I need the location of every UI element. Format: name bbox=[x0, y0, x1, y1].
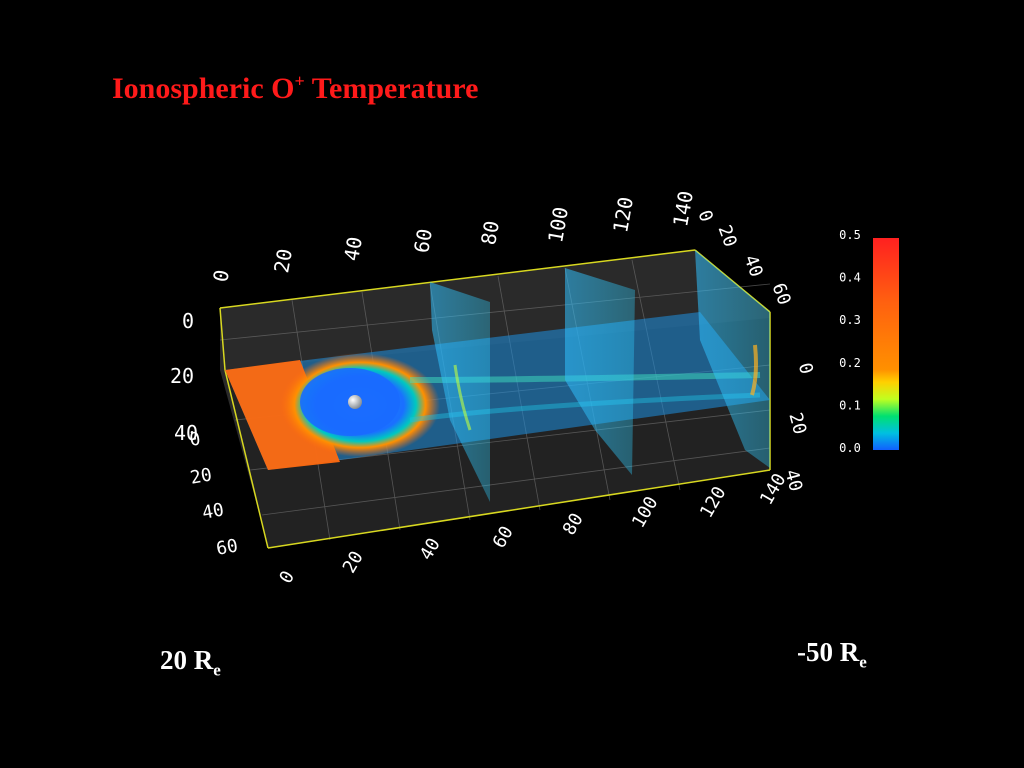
slice-2 bbox=[565, 268, 635, 475]
x-bottom-tick: 0 bbox=[275, 567, 299, 587]
x-top-tick: 140 bbox=[668, 189, 698, 229]
x-bottom-tick: 80 bbox=[559, 510, 588, 539]
right-side-tick: 20 bbox=[784, 410, 810, 436]
distance-label-left: 20 Re bbox=[160, 645, 221, 680]
x-top-tick: 40 bbox=[339, 235, 367, 263]
right-top-tick: 60 bbox=[768, 280, 795, 308]
y-left-lower-tick: 20 bbox=[189, 464, 214, 488]
right-top-tick: 0 bbox=[693, 207, 716, 224]
colorbar bbox=[873, 238, 899, 450]
colorbar-tick: 0.2 bbox=[839, 356, 861, 370]
x-bottom-tick: 40 bbox=[416, 535, 445, 564]
colorbar-ticks: 0.5 0.4 0.3 0.2 0.1 0.0 bbox=[839, 228, 861, 455]
earth-sphere bbox=[348, 395, 362, 409]
x-top-tick: 60 bbox=[409, 227, 437, 255]
x-top-tick: 20 bbox=[269, 247, 297, 275]
distance-label-right: -50 Re bbox=[797, 637, 867, 672]
y-left-tick: 0 bbox=[182, 309, 194, 333]
right-side-tick: 0 bbox=[794, 361, 817, 377]
y-left-tick: 20 bbox=[170, 364, 194, 388]
right-top-tick: 20 bbox=[714, 222, 741, 250]
colorbar-tick: 0.3 bbox=[839, 313, 861, 327]
tail-stream bbox=[409, 372, 761, 383]
x-bottom-tick: 100 bbox=[628, 493, 662, 532]
x-top-tick: 100 bbox=[543, 205, 573, 245]
y-left-lower-tick: 0 bbox=[188, 428, 202, 451]
colorbar-tick: 0.4 bbox=[839, 271, 861, 285]
x-top-tick: 80 bbox=[476, 219, 504, 247]
y-left-tick: 40 bbox=[174, 421, 198, 445]
x-bottom-tick: 60 bbox=[489, 523, 518, 552]
colorbar-tick: 0.5 bbox=[839, 228, 861, 242]
y-left-lower-tick: 40 bbox=[201, 499, 226, 523]
x-top-tick: 0 bbox=[208, 268, 234, 284]
x-bottom-tick: 120 bbox=[696, 483, 730, 522]
x-bottom-tick: 20 bbox=[339, 548, 368, 577]
y-left-lower-tick: 60 bbox=[215, 535, 240, 559]
x-top-tick: 120 bbox=[608, 195, 638, 235]
colorbar-tick: 0.1 bbox=[839, 398, 861, 412]
right-top-tick: 40 bbox=[740, 252, 767, 280]
colorbar-tick: 0.0 bbox=[839, 441, 861, 455]
page-title: Ionospheric O+ Temperature bbox=[112, 71, 479, 105]
slice-3 bbox=[695, 250, 770, 468]
